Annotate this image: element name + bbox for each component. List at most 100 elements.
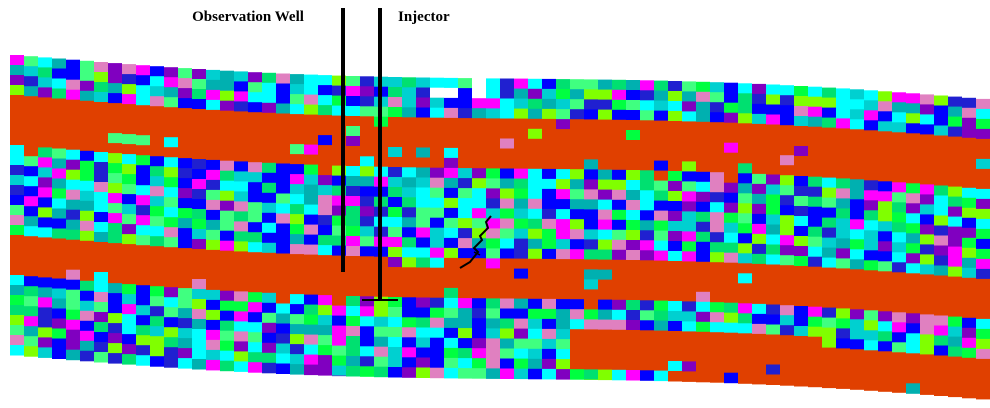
grid-cell [752, 84, 766, 95]
grid-cell [570, 149, 584, 160]
grid-cell [402, 277, 416, 288]
grid-cell [346, 246, 360, 257]
grid-cell [948, 287, 962, 298]
grid-cell [94, 152, 108, 163]
grid-cell [794, 356, 808, 367]
grid-cell [822, 358, 836, 369]
grid-cell [318, 105, 332, 116]
grid-cell [388, 337, 402, 348]
grid-cell [514, 189, 528, 200]
grid-cell [108, 163, 122, 174]
grid-cell [864, 270, 878, 281]
grid-cell [416, 128, 430, 139]
grid-cell [934, 326, 948, 337]
grid-cell [290, 314, 304, 325]
grid-cell [640, 320, 654, 331]
grid-cell [696, 282, 710, 293]
grid-cell [864, 380, 878, 391]
grid-cell [458, 268, 472, 279]
grid-cell [976, 149, 990, 160]
grid-cell [206, 130, 220, 141]
grid-cell [164, 337, 178, 348]
grid-cell [388, 227, 402, 238]
grid-cell [416, 168, 430, 179]
grid-cell [318, 245, 332, 256]
grid-cell [626, 320, 640, 331]
grid-cell [626, 150, 640, 161]
grid-cell [640, 100, 654, 111]
grid-cell [486, 128, 500, 139]
grid-cell [836, 318, 850, 329]
grid-cell [52, 199, 66, 210]
grid-cell [402, 367, 416, 378]
grid-cell [850, 249, 864, 259]
grid-cell [276, 174, 290, 185]
grid-cell [220, 301, 234, 312]
grid-cell [556, 239, 570, 250]
grid-cell [878, 261, 892, 272]
grid-cell [654, 351, 668, 362]
grid-cell [458, 338, 472, 349]
grid-cell [332, 376, 346, 377]
grid-cell [458, 88, 472, 99]
grid-cell [976, 179, 990, 190]
grid-cell [52, 89, 66, 100]
grid-cell [598, 270, 612, 281]
grid-cell [766, 295, 780, 306]
grid-cell [486, 338, 500, 349]
grid-cell [178, 258, 192, 269]
grid-cell [738, 143, 752, 154]
grid-cell [640, 310, 654, 321]
grid-cell [598, 290, 612, 301]
grid-cell [486, 238, 500, 249]
grid-cell [542, 79, 556, 90]
grid-cell [220, 181, 234, 192]
grid-cell [360, 196, 374, 207]
grid-cell [486, 308, 500, 319]
grid-cell [738, 103, 752, 114]
grid-cell [612, 240, 626, 251]
grid-cell [514, 329, 528, 340]
grid-cell [976, 309, 990, 320]
grid-cell [542, 199, 556, 210]
grid-cell [276, 374, 290, 375]
grid-cell [822, 188, 836, 199]
grid-cell [24, 146, 38, 157]
grid-cell [808, 177, 822, 188]
grid-cell [528, 269, 542, 280]
grid-cell [920, 364, 934, 375]
grid-cell [80, 141, 94, 152]
grid-cell [444, 168, 458, 179]
grid-cell [374, 337, 388, 348]
grid-cell [24, 266, 38, 277]
grid-cell [500, 139, 514, 150]
grid-cell [430, 188, 444, 199]
grid-cell [304, 125, 318, 136]
grid-cell [962, 168, 976, 179]
grid-cell [556, 219, 570, 230]
grid-cell [94, 222, 108, 233]
grid-cell [822, 158, 836, 169]
grid-cell [346, 346, 360, 357]
grid-cell [612, 230, 626, 241]
grid-cell [38, 247, 52, 258]
grid-cell [682, 161, 696, 172]
grid-cell [220, 231, 234, 242]
grid-cell [794, 276, 808, 287]
grid-cell [346, 166, 360, 177]
grid-cell [66, 140, 80, 151]
grid-cell [752, 154, 766, 165]
grid-cell [808, 367, 822, 378]
grid-cell [682, 251, 696, 262]
grid-cell [388, 197, 402, 208]
grid-cell [710, 352, 724, 363]
grid-cell [626, 260, 640, 271]
grid-cell [192, 339, 206, 350]
grid-cell [570, 199, 584, 210]
grid-cell [962, 358, 976, 369]
grid-cell [444, 178, 458, 189]
grid-cell [486, 268, 500, 279]
grid-cell [136, 245, 150, 256]
grid-cell [164, 247, 178, 258]
grid-cell [192, 299, 206, 310]
